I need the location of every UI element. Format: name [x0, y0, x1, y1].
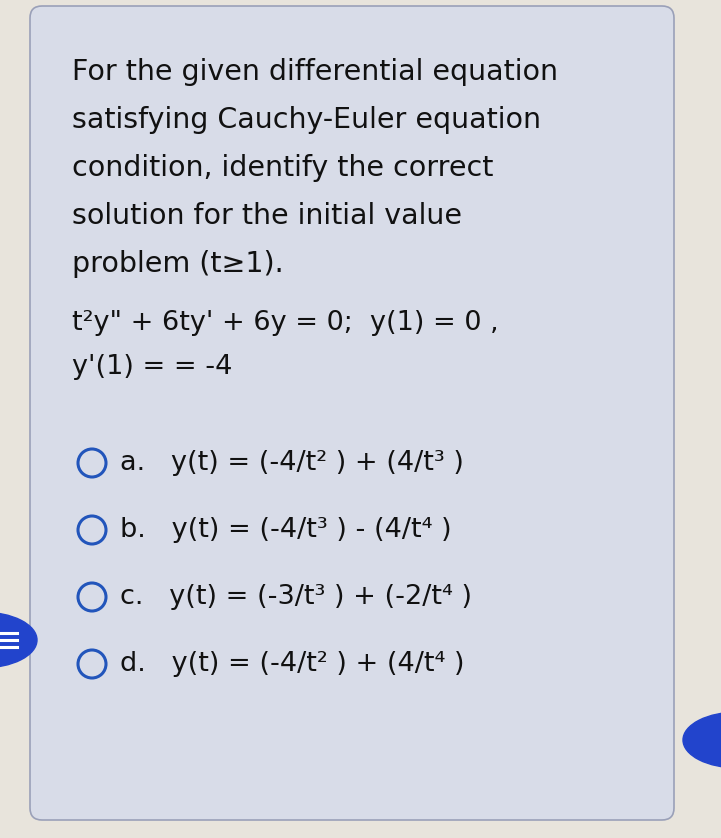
Text: For the given differential equation: For the given differential equation: [72, 58, 558, 86]
Text: b.   y(t) = (-4/t³ ) - (4/t⁴ ): b. y(t) = (-4/t³ ) - (4/t⁴ ): [120, 517, 451, 543]
Ellipse shape: [0, 612, 37, 668]
Text: d.   y(t) = (-4/t² ) + (4/t⁴ ): d. y(t) = (-4/t² ) + (4/t⁴ ): [120, 651, 464, 677]
Ellipse shape: [683, 712, 721, 768]
Text: solution for the initial value: solution for the initial value: [72, 202, 462, 230]
Text: a.   y(t) = (-4/t² ) + (4/t³ ): a. y(t) = (-4/t² ) + (4/t³ ): [120, 450, 464, 476]
Text: t²y" + 6ty' + 6y = 0;  y(1) = 0 ,: t²y" + 6ty' + 6y = 0; y(1) = 0 ,: [72, 310, 499, 336]
Text: c.   y(t) = (-3/t³ ) + (-2/t⁴ ): c. y(t) = (-3/t³ ) + (-2/t⁴ ): [120, 584, 472, 610]
Text: condition, identify the correct: condition, identify the correct: [72, 154, 493, 182]
Text: satisfying Cauchy-Euler equation: satisfying Cauchy-Euler equation: [72, 106, 541, 134]
FancyBboxPatch shape: [30, 6, 674, 820]
Text: problem (t≥1).: problem (t≥1).: [72, 250, 284, 278]
Text: y'(1) = = -4: y'(1) = = -4: [72, 354, 232, 380]
